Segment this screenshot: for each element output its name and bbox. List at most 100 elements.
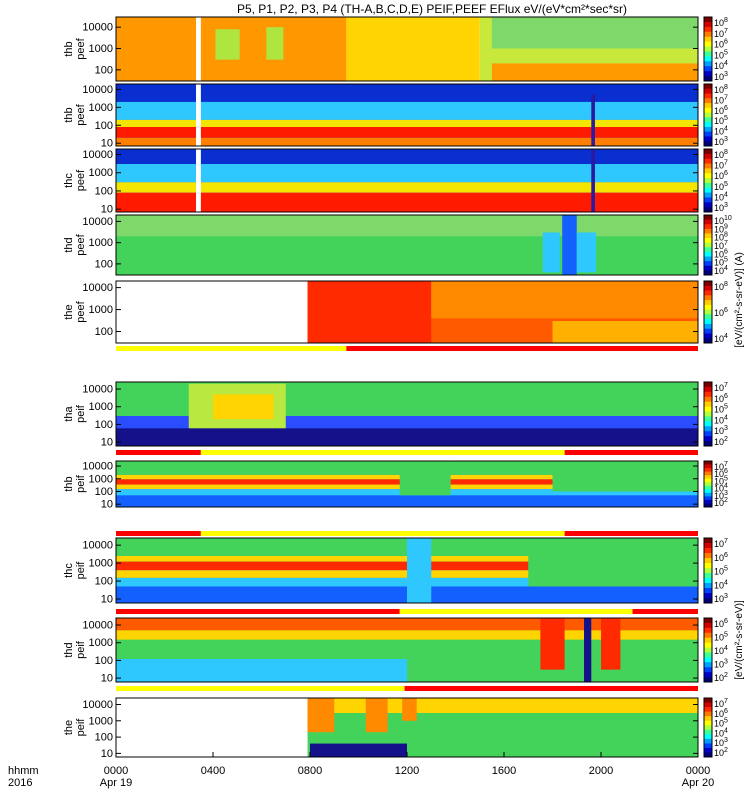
y-tick-label: 100 bbox=[95, 655, 113, 667]
colorbar-cell bbox=[704, 391, 712, 398]
colorbar-cell bbox=[704, 662, 712, 668]
colorbar-cell bbox=[704, 338, 712, 344]
flux-region bbox=[399, 461, 451, 496]
colorbar-cell bbox=[704, 233, 712, 239]
colorbar-tick-label: 104 bbox=[714, 727, 728, 738]
flux-region bbox=[431, 281, 698, 319]
colorbar-tick-label: 104 bbox=[714, 191, 728, 202]
colorbar-cell bbox=[704, 738, 712, 744]
panel-frame bbox=[115, 381, 699, 447]
flux-region bbox=[307, 698, 335, 733]
y-tick-label: 10000 bbox=[82, 149, 113, 161]
colorbar-tick-label: 108 bbox=[714, 281, 728, 292]
colorbar-cell bbox=[704, 698, 712, 704]
colorbar-cell bbox=[704, 31, 712, 38]
colorbar-cell bbox=[704, 141, 712, 147]
colorbar-frame bbox=[703, 280, 713, 344]
colorbar-cell bbox=[704, 382, 712, 388]
colorbar-cell bbox=[704, 192, 712, 198]
colorbar-cell bbox=[704, 543, 712, 549]
flux-region bbox=[266, 27, 284, 60]
colorbar-cell bbox=[704, 637, 712, 644]
colorbar-cell bbox=[704, 553, 712, 559]
mode-bar-segment bbox=[116, 531, 201, 536]
colorbar-cell bbox=[704, 224, 712, 230]
colorbar-cell bbox=[704, 117, 712, 123]
mode-bar bbox=[116, 531, 698, 536]
colorbar-tick-label: 102 bbox=[714, 436, 728, 447]
colorbar-tick-label: 105 bbox=[714, 404, 728, 415]
colorbar-cell bbox=[704, 149, 712, 155]
figure-title: P5, P1, P2, P3, P4 (TH-A,B,C,D,E) PEIF,P… bbox=[237, 2, 627, 16]
flux-region bbox=[116, 127, 698, 138]
colorbar-cell bbox=[704, 396, 712, 403]
colorbar-frame bbox=[703, 381, 713, 447]
colorbar-cell bbox=[704, 93, 712, 99]
colorbar-tick-label: 106 bbox=[714, 618, 728, 629]
colorbar-cell bbox=[704, 657, 712, 663]
colorbar-cell bbox=[704, 290, 712, 296]
y-axis-label: peef bbox=[75, 233, 87, 255]
flux-region bbox=[584, 618, 592, 682]
mode-bar bbox=[116, 346, 698, 351]
colorbar-tick-label: 103 bbox=[714, 202, 728, 213]
colorbar-cell bbox=[704, 598, 712, 604]
y-axis-label: tha bbox=[63, 405, 75, 421]
x-tick-label: 0000 bbox=[104, 765, 128, 777]
colorbar-cell bbox=[704, 468, 712, 473]
y-axis-label: peef bbox=[75, 169, 87, 191]
colorbar-cell bbox=[704, 285, 712, 292]
colorbar-cell bbox=[704, 711, 712, 717]
colorbar-cell bbox=[704, 309, 712, 315]
colorbar-cell bbox=[704, 323, 712, 330]
y-tick-label: 10 bbox=[101, 748, 113, 760]
colorbar-tick-label: 107 bbox=[714, 698, 728, 709]
y-tick-label: 10 bbox=[101, 138, 113, 150]
flux-region bbox=[491, 17, 698, 49]
colorbar-frame bbox=[703, 83, 713, 147]
y-axis-label: peif bbox=[75, 640, 87, 659]
colorbar-cell bbox=[704, 436, 712, 442]
x-tick-label: 2000 bbox=[589, 765, 613, 777]
y-tick-label: 1000 bbox=[89, 473, 113, 485]
colorbar-cell bbox=[704, 197, 712, 203]
y-tick-label: 10000 bbox=[82, 84, 113, 96]
colorbar-tick-label: 106 bbox=[714, 170, 728, 181]
colorbar-tick-label: 105 bbox=[714, 475, 728, 486]
flux-region bbox=[116, 101, 698, 120]
y-tick-label: 10000 bbox=[82, 384, 113, 396]
flux-region bbox=[601, 618, 621, 670]
colorbar-cell bbox=[704, 431, 712, 437]
colorbar-tick-label: 105 bbox=[714, 181, 728, 192]
x-tick-label: 0400 bbox=[201, 765, 225, 777]
y-tick-label: 100 bbox=[95, 258, 113, 270]
y-tick-label: 10 bbox=[101, 673, 113, 685]
colorbar-cell bbox=[704, 475, 712, 480]
y-tick-label: 10000 bbox=[82, 699, 113, 711]
mode-bar-segment bbox=[116, 450, 201, 455]
colorbar-label-ion: [eV/(cm²-s-sr-eV)] bbox=[734, 600, 745, 680]
flux-region bbox=[196, 149, 201, 212]
colorbar-cell bbox=[704, 153, 712, 160]
colorbar-tick-label: 106 bbox=[714, 468, 728, 479]
colorbar-cell bbox=[704, 158, 712, 165]
y-tick-label: 100 bbox=[95, 64, 113, 76]
y-tick-label: 10000 bbox=[82, 282, 113, 294]
colorbar-cell bbox=[704, 66, 712, 72]
colorbar-tick-label: 106 bbox=[714, 552, 728, 563]
colorbar-cell bbox=[704, 478, 712, 483]
colorbar-cell bbox=[704, 482, 712, 487]
flux-region bbox=[431, 561, 529, 571]
panel-frame bbox=[115, 617, 699, 683]
colorbar-cell bbox=[704, 489, 712, 494]
colorbar-tick-label: 103 bbox=[714, 659, 728, 670]
colorbar-tick-label: 107 bbox=[714, 538, 728, 549]
colorbar-cell bbox=[704, 416, 712, 422]
colorbar-tick-label: 104 bbox=[714, 60, 728, 71]
y-axis-label: peif bbox=[75, 561, 87, 580]
colorbar-cell bbox=[704, 647, 712, 653]
